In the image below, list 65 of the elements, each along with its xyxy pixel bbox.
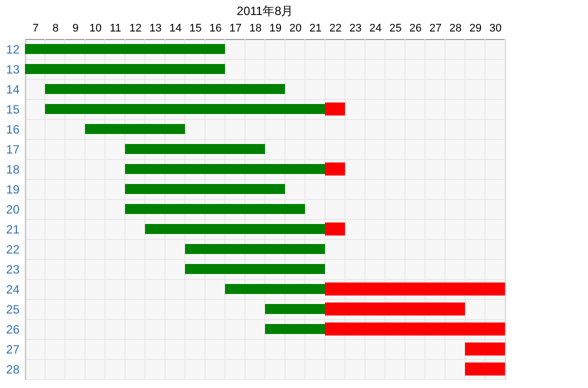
y-tick-label: 27 [6, 342, 20, 356]
x-tick-label: 11 [110, 22, 122, 34]
x-tick-label: 16 [209, 22, 222, 34]
y-tick-label: 20 [6, 202, 20, 216]
x-tick-label: 9 [72, 22, 79, 34]
bar [45, 104, 325, 114]
x-tick-label: 12 [129, 22, 142, 34]
y-tick-label: 16 [6, 122, 20, 136]
x-tick-label: 21 [309, 22, 322, 34]
y-tick-label: 15 [6, 102, 20, 116]
bar [45, 84, 285, 94]
bar [465, 362, 505, 376]
bar [325, 222, 345, 236]
x-tick-label: 14 [169, 22, 182, 34]
x-tick-label: 28 [449, 22, 462, 34]
x-tick-label: 17 [229, 22, 242, 34]
chart-title: 2011年8月 [236, 4, 294, 18]
x-tick-label: 22 [329, 22, 342, 34]
x-tick-label: 13 [149, 22, 162, 34]
bar [125, 204, 305, 214]
y-tick-label: 17 [6, 142, 20, 156]
x-tick-label: 25 [389, 22, 402, 34]
bar [225, 284, 325, 294]
y-tick-label: 12 [6, 42, 20, 56]
x-tick-label: 19 [269, 22, 282, 34]
x-tick-label: 20 [289, 22, 302, 34]
x-tick-label: 15 [189, 22, 202, 34]
x-tick-label: 23 [349, 22, 362, 34]
y-tick-label: 19 [6, 182, 20, 196]
y-tick-label: 23 [6, 262, 20, 276]
bar [325, 302, 465, 316]
bar [265, 304, 325, 314]
x-tick-label: 29 [469, 22, 482, 34]
x-tick-label: 7 [32, 22, 39, 34]
bar [85, 124, 185, 134]
bar [125, 184, 285, 194]
x-tick-label: 8 [52, 22, 59, 34]
y-tick-label: 28 [6, 362, 20, 376]
y-tick-label: 13 [6, 62, 20, 76]
bar [465, 342, 505, 356]
y-tick-label: 21 [6, 222, 20, 236]
bar [145, 224, 325, 234]
y-tick-label: 14 [6, 82, 20, 96]
bar [325, 102, 345, 116]
bar [325, 282, 505, 296]
x-tick-label: 18 [249, 22, 262, 34]
x-tick-label: 24 [369, 22, 382, 34]
bar [325, 322, 505, 336]
bar [125, 164, 325, 174]
x-tick-label: 26 [409, 22, 422, 34]
y-tick-label: 25 [6, 302, 20, 316]
bar [185, 244, 325, 254]
bar [265, 324, 325, 334]
x-tick-label: 30 [489, 22, 502, 34]
bar [125, 144, 265, 154]
y-tick-label: 24 [6, 282, 20, 296]
y-tick-label: 26 [6, 322, 20, 336]
x-tick-label: 10 [89, 22, 102, 34]
y-tick-label: 22 [6, 242, 20, 256]
x-tick-label: 27 [429, 22, 442, 34]
bar [325, 162, 345, 176]
bar [25, 64, 225, 74]
bar [25, 44, 225, 54]
y-tick-label: 18 [6, 162, 20, 176]
bar [185, 264, 325, 274]
